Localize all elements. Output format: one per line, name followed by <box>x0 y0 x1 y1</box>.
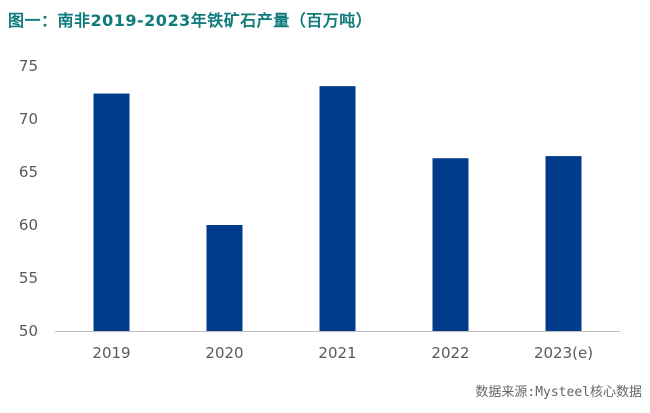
chart-title: 图一：南非2019-2023年铁矿石产量（百万吨） <box>8 11 373 30</box>
bar-2021 <box>319 86 356 331</box>
bar-2020 <box>206 225 243 331</box>
y-tick-label: 55 <box>19 269 38 287</box>
bar-2019 <box>93 93 130 331</box>
x-tick-label: 2021 <box>318 344 356 362</box>
y-tick-label: 50 <box>19 322 38 340</box>
x-axis-tick-labels: 2019 2020 2021 2022 2023(e) <box>92 344 593 362</box>
y-axis-tick-labels: 50 55 60 65 70 75 <box>19 57 38 340</box>
x-tick-label: 2020 <box>205 344 243 362</box>
x-tick-label: 2019 <box>92 344 130 362</box>
source-note: 数据来源:Mysteel核心数据 <box>475 385 642 400</box>
y-tick-label: 65 <box>19 163 38 181</box>
bar-2022 <box>432 158 469 331</box>
x-tick-label: 2022 <box>431 344 469 362</box>
x-tick-label: 2023(e) <box>534 344 593 362</box>
y-tick-label: 70 <box>19 110 38 128</box>
bar-2023(e) <box>545 156 582 331</box>
y-tick-label: 60 <box>19 216 38 234</box>
bars <box>93 86 582 331</box>
y-tick-label: 75 <box>19 57 38 75</box>
